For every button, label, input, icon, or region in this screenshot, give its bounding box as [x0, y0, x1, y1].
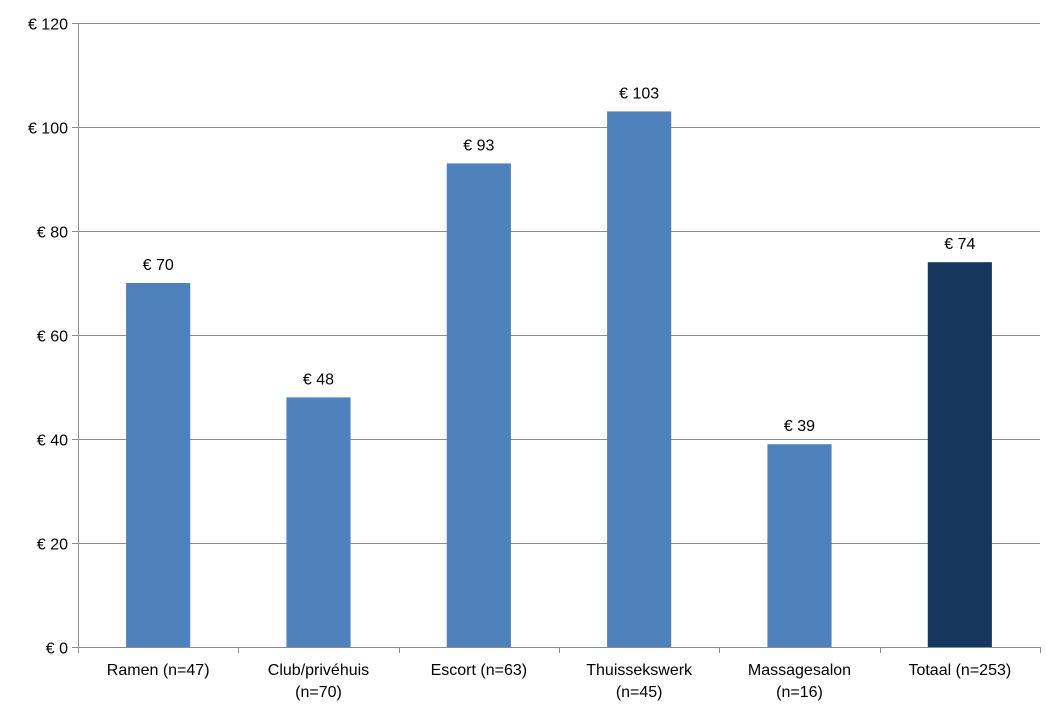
x-tick-label: Massagesalon — [748, 662, 851, 679]
data-label-background — [938, 232, 981, 255]
bar — [607, 111, 672, 647]
bar — [927, 262, 992, 647]
bars — [126, 111, 992, 647]
data-label: € 39 — [784, 418, 815, 435]
data-label: € 70 — [143, 257, 174, 274]
gridlines — [78, 23, 1040, 544]
data-label: € 93 — [463, 137, 494, 154]
x-tick-label: (n=45) — [616, 684, 663, 701]
data-label-background — [613, 81, 665, 104]
bar — [286, 397, 351, 647]
data-label: € 74 — [944, 236, 975, 253]
x-tick-label: (n=16) — [776, 684, 823, 701]
x-tick-label: (n=70) — [295, 684, 342, 701]
data-label-background — [297, 367, 340, 390]
y-tick-label: € 120 — [28, 17, 68, 34]
y-tick-label: € 40 — [37, 433, 68, 450]
y-tick-label: € 100 — [28, 121, 68, 138]
data-label: € 103 — [619, 85, 659, 102]
x-tick-label: Totaal (n=253) — [908, 662, 1011, 679]
y-tick-label: € 60 — [37, 329, 68, 346]
bar — [767, 444, 832, 647]
y-tick-label: € 0 — [46, 641, 68, 658]
x-tick-label: Club/privéhuis — [268, 662, 369, 679]
x-tick-label: Escort (n=63) — [431, 662, 527, 679]
bar — [126, 283, 191, 647]
x-tick-label: Thuissekswerk — [586, 662, 693, 679]
bar — [446, 163, 511, 647]
data-label-background — [137, 253, 180, 275]
labels: € 0 € 20 € 40 € 60 € 80 € 100 € 120 € 70 Ramen (… — [28, 17, 1011, 702]
y-tick-label: € 80 — [37, 225, 68, 242]
x-tick-label: Ramen (n=47) — [107, 662, 210, 679]
y-tick-label: € 20 — [37, 537, 68, 554]
data-label: € 48 — [303, 371, 334, 388]
data-label-background — [778, 414, 821, 437]
data-label-background — [457, 133, 500, 156]
axes — [72, 23, 1041, 653]
